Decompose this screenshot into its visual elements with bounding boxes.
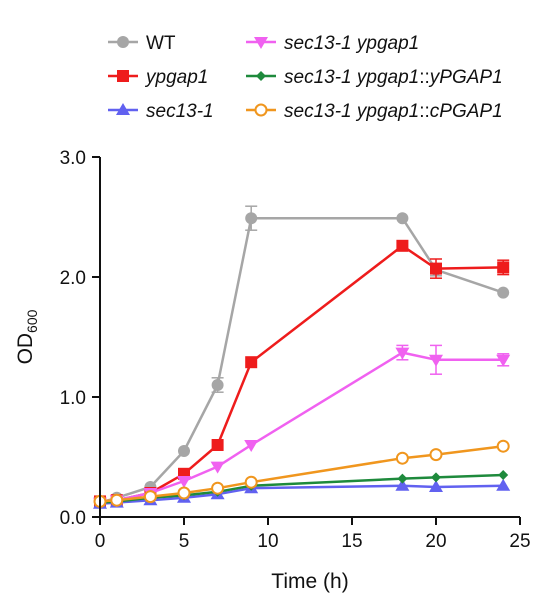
data-point: [177, 476, 191, 488]
data-point: [245, 356, 258, 369]
data-point: [397, 473, 408, 484]
data-point: [110, 493, 124, 507]
data-point: [497, 261, 510, 274]
x-tick-label: 10: [257, 531, 278, 552]
x-tick-label: 0: [95, 531, 106, 552]
data-point: [396, 212, 409, 225]
legend-label: sec13-1 ypgap1: [284, 33, 419, 54]
data-point: [396, 239, 409, 252]
y-tick-label: 3.0: [60, 148, 86, 169]
data-point: [431, 472, 441, 483]
data-point: [429, 354, 443, 367]
x-tick-label: 20: [425, 531, 446, 552]
legend-marker: [256, 71, 266, 81]
legend-label: sec13-1: [146, 101, 214, 122]
x-tick-label: 15: [341, 531, 362, 552]
axes: 0 5 10 15 20 25 0.0 1.0 2.0 3.0: [60, 148, 531, 552]
legend-item-3: sec13-1 ypgap1: [246, 33, 419, 54]
data-point: [245, 212, 258, 225]
legend-label-part: yPGAP1: [428, 67, 503, 88]
legend-item-2: sec13-1: [108, 101, 214, 122]
legend-label: WT: [146, 33, 176, 54]
data-point: [430, 262, 442, 275]
data-point: [496, 439, 510, 453]
y-ticks: 0.0 1.0 2.0 3.0: [60, 148, 100, 529]
data-point: [143, 490, 157, 504]
legend-marker: [254, 103, 268, 117]
legend-label-part: sec13-1 ypgap1: [284, 101, 419, 122]
x-ticks: 0 5 10 15 20 25: [95, 517, 531, 552]
data-point: [395, 478, 410, 491]
data-point: [211, 439, 224, 451]
legend-item-4: sec13-1 ypgap1::yPGAP1: [246, 67, 503, 88]
legend-label-part: sec13-1 ypgap1: [284, 67, 419, 88]
y-tick-label: 0.0: [60, 508, 86, 529]
legend-label: sec13-1 ypgap1::cPGAP1: [284, 101, 503, 122]
data-point: [429, 480, 443, 492]
legend-label-part: sec13-1 ypgap1: [284, 33, 419, 54]
legend-item-0: WT: [108, 33, 176, 54]
y-tick-label: 1.0: [60, 388, 86, 409]
legend-item-1: ypgap1: [108, 67, 208, 88]
y-tick-label: 2.0: [60, 268, 86, 289]
legend-label: ypgap1: [144, 67, 208, 88]
data-point: [395, 451, 409, 465]
legend-label-part: WT: [146, 33, 176, 54]
data-point: [177, 486, 191, 500]
data-point: [496, 478, 511, 491]
data-point: [211, 481, 225, 495]
y-axis-title-subscript: 600: [24, 309, 40, 333]
x-tick-label: 25: [509, 531, 530, 552]
legend-item-5: sec13-1 ypgap1::cPGAP1: [246, 101, 503, 122]
legend-label-part: ::: [419, 101, 430, 122]
plot-area: [93, 205, 511, 510]
legend-marker: [254, 37, 268, 49]
y-axis-title-main: OD: [14, 333, 37, 365]
data-point: [395, 347, 410, 360]
series-0: [94, 205, 510, 509]
legend-label-part: ::: [419, 67, 430, 88]
series-line: [99, 351, 504, 504]
series-5: [93, 439, 510, 508]
data-point: [497, 286, 510, 299]
legend-label-part: cPGAP1: [430, 101, 503, 122]
data-point: [211, 379, 224, 391]
series-line: [99, 244, 504, 503]
x-tick-label: 5: [179, 531, 190, 552]
y-axis-title: OD600: [14, 309, 40, 364]
legend-label-part: ypgap1: [144, 67, 208, 88]
legend-marker: [117, 36, 129, 48]
legend-marker: [117, 70, 129, 82]
legend-label-part: sec13-1: [146, 101, 214, 122]
data-point: [210, 461, 225, 474]
data-point: [244, 440, 259, 452]
data-point: [178, 445, 190, 457]
x-axis-title: Time (h): [271, 570, 348, 593]
legend-label: sec13-1 ypgap1::yPGAP1: [284, 67, 503, 88]
series-1: [94, 239, 510, 508]
data-point: [429, 448, 443, 462]
data-point: [496, 354, 511, 367]
legend-marker: [116, 103, 130, 115]
data-point: [244, 475, 258, 489]
data-point: [498, 470, 509, 480]
series-line: [99, 444, 504, 503]
